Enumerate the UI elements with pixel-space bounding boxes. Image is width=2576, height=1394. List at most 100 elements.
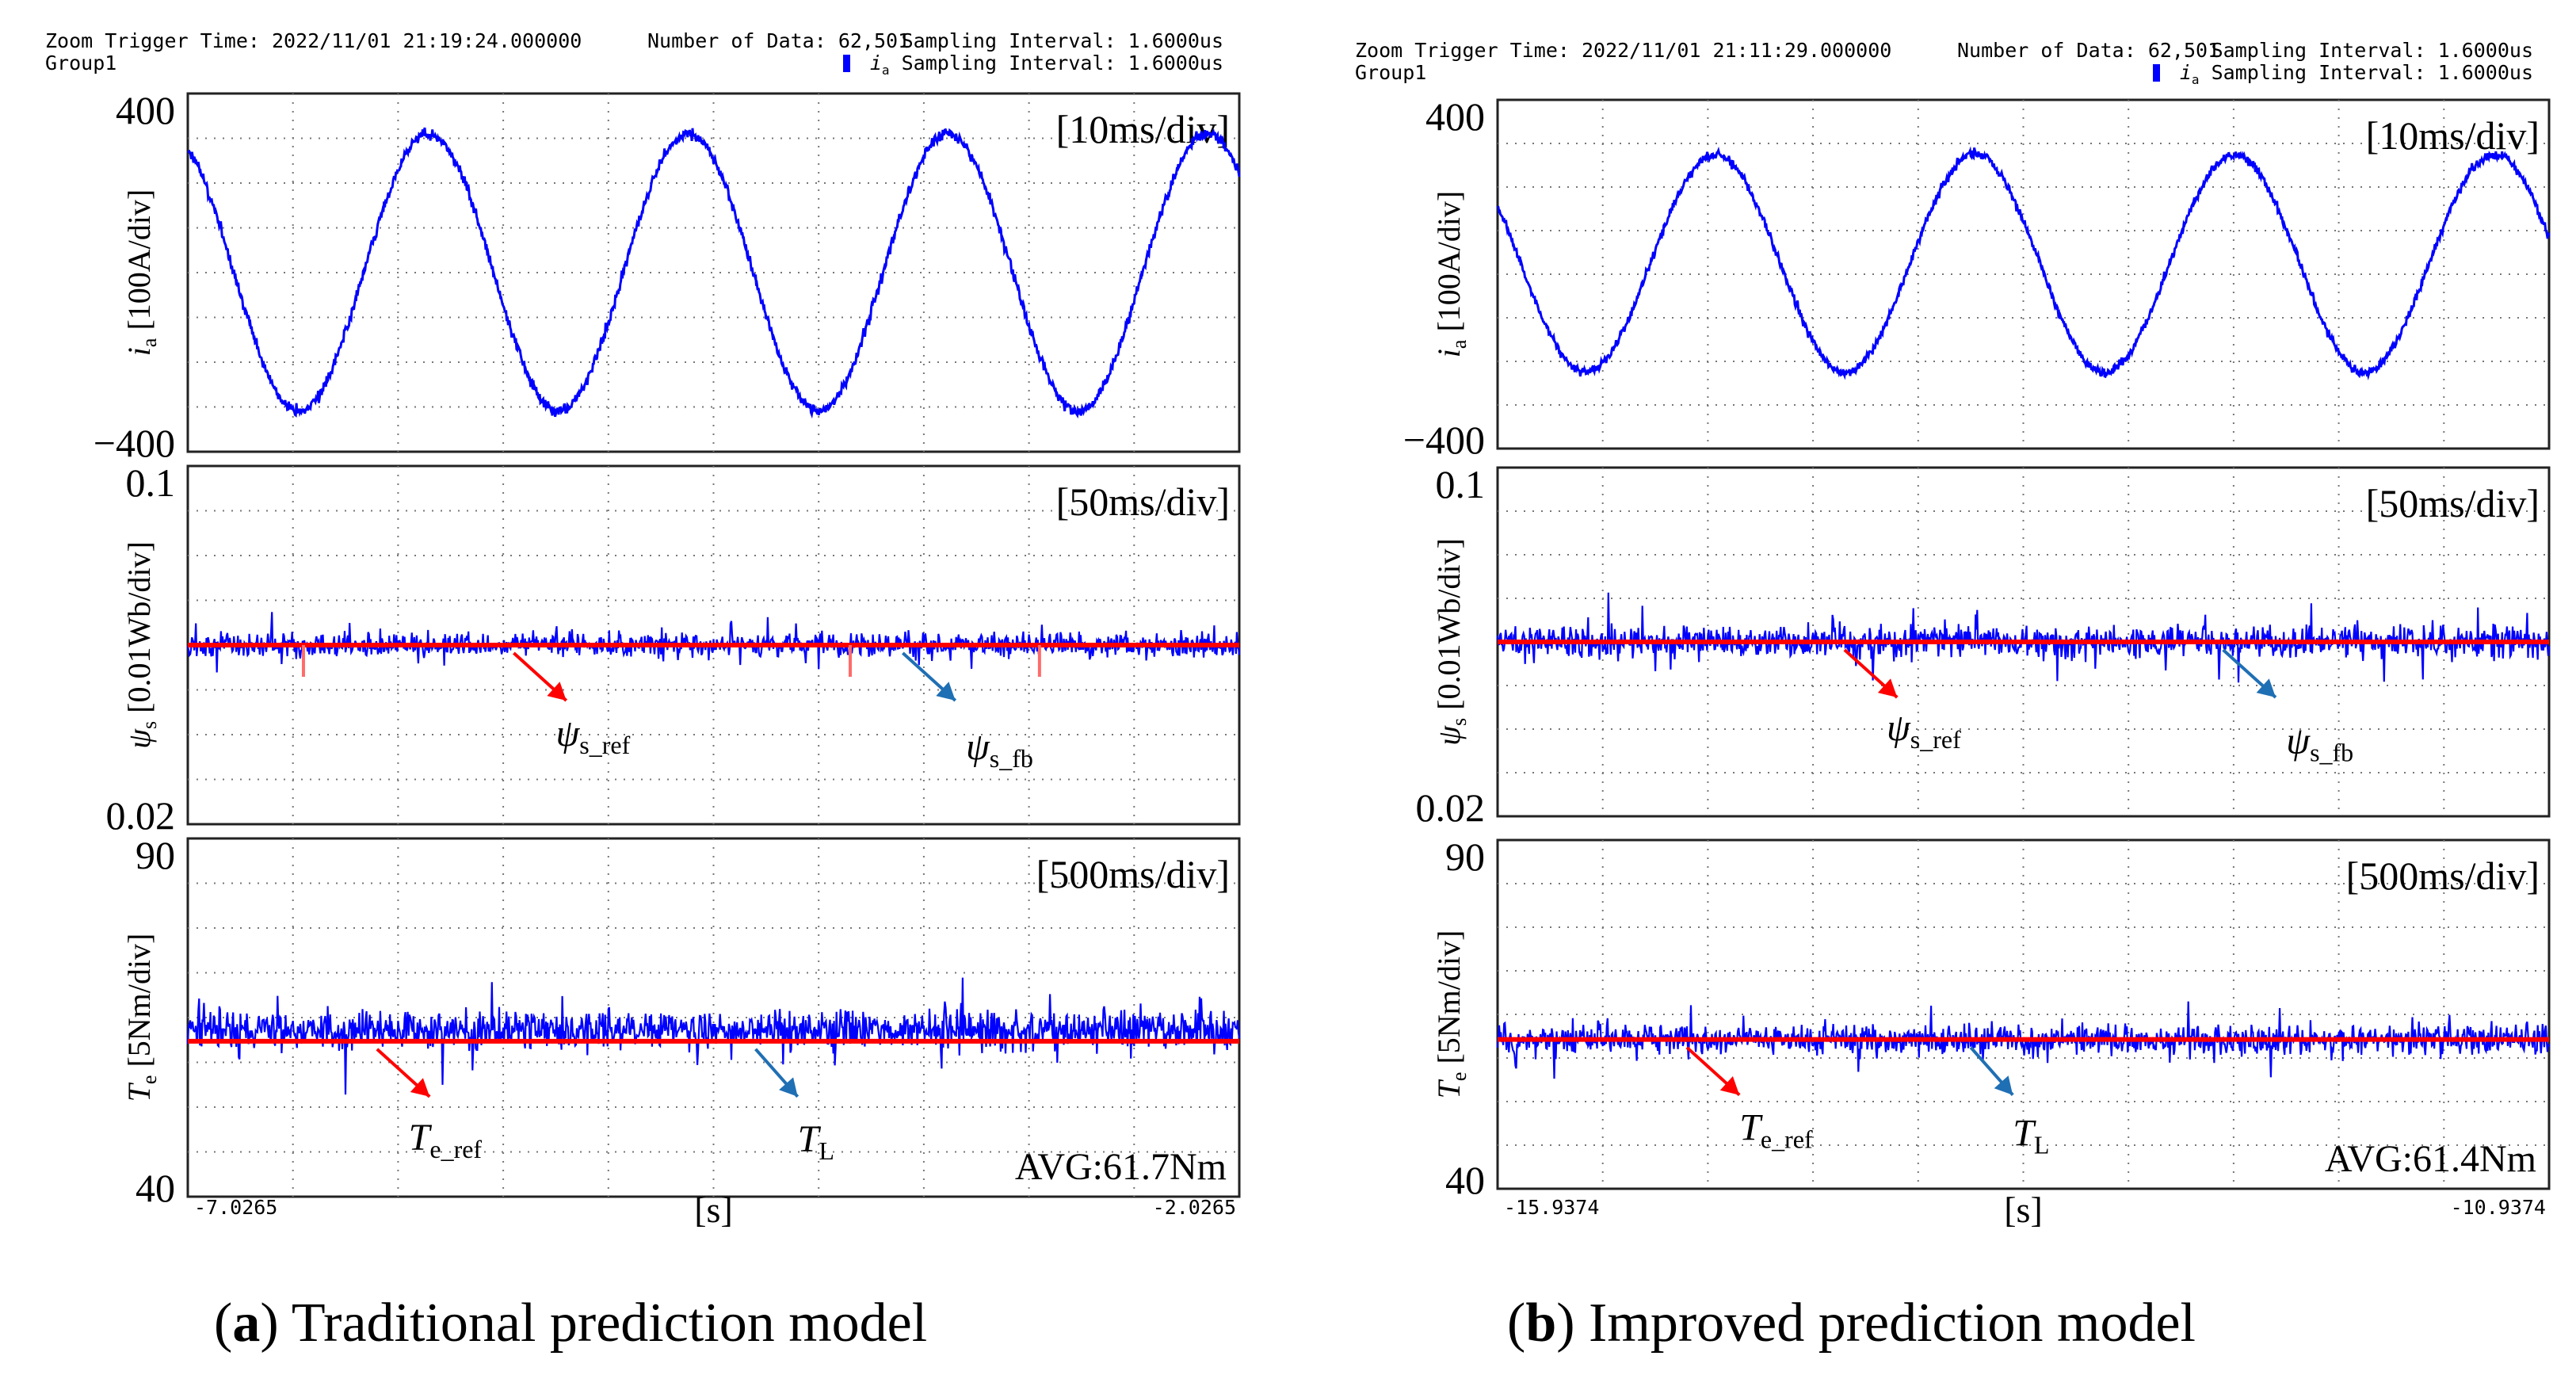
y-tick-top: 0.1 xyxy=(1436,462,1486,506)
y-axis-label: ψs [0.01Wb/div] xyxy=(121,541,161,749)
y-label-sub: s xyxy=(138,721,161,729)
y-label-var: i xyxy=(121,347,157,356)
annotation-sub: s_ref xyxy=(1910,725,1961,754)
chart-a: Zoom Trigger Time: 2022/11/01 21:19:24.0… xyxy=(45,29,1241,1354)
x-axis-unit: [s] xyxy=(694,1190,733,1230)
annotation-label: Te_ref xyxy=(1739,1106,1813,1153)
annotation-s-ref: ψs_ref xyxy=(513,651,631,759)
caption-letter: a xyxy=(232,1293,260,1354)
channel-sampling-interval: ia Sampling Interval: 1.6000us xyxy=(870,52,1223,78)
y-label-unit: [0.01Wb/div] xyxy=(1431,538,1467,718)
y-tick-top: 400 xyxy=(1425,94,1485,139)
annotation-var: ψ xyxy=(1887,707,1911,749)
y-axis-label: ia [100A/div] xyxy=(1431,191,1471,357)
annotation-sub: e_ref xyxy=(1761,1125,1813,1153)
annotation-var: T xyxy=(1739,1106,1763,1148)
y-label-var: i xyxy=(1431,349,1467,357)
y-label-sub: s xyxy=(1448,718,1471,726)
channel-var: i xyxy=(2180,61,2192,84)
y-axis-label: ψs [0.01Wb/div] xyxy=(1431,538,1471,746)
annotation-s-ref: ψs_ref xyxy=(1843,648,1961,754)
x-axis-unit: [s] xyxy=(2004,1190,2043,1230)
y-label-var: T xyxy=(1431,1079,1467,1098)
annotation-s-fb: ψs_fb xyxy=(902,651,1033,773)
y-label-sub: a xyxy=(1448,339,1471,349)
y-tick-top: 90 xyxy=(135,833,175,877)
y-label-var: ψ xyxy=(1431,725,1467,746)
average-torque-label: AVG:61.7Nm xyxy=(1015,1146,1227,1188)
x-tick-left: -15.9374 xyxy=(1504,1196,1599,1219)
x-axis: -7.0265 -2.0265 [s] xyxy=(194,1190,1236,1230)
annotation-arrow-head xyxy=(1877,678,1898,697)
zoom-trigger-time: Zoom Trigger Time: 2022/11/01 21:11:29.0… xyxy=(1355,39,1891,62)
annotation-arrow-head xyxy=(547,682,567,701)
panel-current: 400 −400 ia [100A/div] [10ms/div] xyxy=(1403,94,2551,462)
timebase-label: [500ms/div] xyxy=(1036,852,1230,896)
annotation-label: ψs_ref xyxy=(1887,707,1961,754)
annotation-L: TL xyxy=(1969,1046,2050,1159)
annotation-sub: s_fb xyxy=(990,744,1033,773)
annotation-label: Te_ref xyxy=(409,1117,483,1163)
figure-caption: (b) Improved prediction model xyxy=(1507,1293,2196,1354)
channel-sub: a xyxy=(2192,72,2200,87)
annotation-sub: s_ref xyxy=(579,731,630,759)
y-tick-bottom: −400 xyxy=(93,421,175,465)
annotation-sub: L xyxy=(2034,1130,2050,1159)
panel-torque: 90 40 Te [5Nm/div] [500ms/div] Te_ref TL AVG:6… xyxy=(121,833,1241,1210)
y-axis-label: Te [5Nm/div] xyxy=(121,934,161,1102)
timebase-label: [50ms/div] xyxy=(2366,481,2540,525)
y-label-var: ψ xyxy=(121,728,157,749)
annotation-arrow-head xyxy=(1719,1076,1740,1095)
annotation-label: ψs_fb xyxy=(2286,720,2353,766)
group-label: Group1 xyxy=(45,52,116,74)
channel-interval: Sampling Interval: 1.6000us xyxy=(890,52,1223,74)
caption-open: ( xyxy=(214,1293,232,1354)
x-tick-right: -10.9374 xyxy=(2451,1196,2546,1219)
annotation-arrow-head xyxy=(779,1077,798,1097)
sampling-interval: Sampling Interval: 1.6000us xyxy=(902,29,1223,52)
group-label: Group1 xyxy=(1355,61,1426,84)
annotation-label: ψs_ref xyxy=(555,712,630,759)
x-tick-right: -2.0265 xyxy=(1153,1196,1236,1219)
y-label-var: T xyxy=(121,1082,157,1102)
timebase-label: [500ms/div] xyxy=(2346,854,2540,898)
y-tick-top: 90 xyxy=(1445,834,1485,879)
y-tick-bottom: 40 xyxy=(1445,1158,1485,1202)
y-tick-bottom: −400 xyxy=(1403,418,1485,462)
timebase-label: [50ms/div] xyxy=(1056,479,1230,524)
y-label-unit: [0.01Wb/div] xyxy=(121,541,157,721)
y-label-unit: [100A/div] xyxy=(1431,191,1467,340)
annotation-arrow-head xyxy=(2256,678,2276,697)
y-label-unit: [100A/div] xyxy=(121,189,157,338)
channel-interval: Sampling Interval: 1.6000us xyxy=(2200,61,2533,84)
annotation-s-fb: ψs_fb xyxy=(2222,648,2353,766)
y-label-unit: [5Nm/div] xyxy=(121,934,157,1075)
annotation-arrow-head xyxy=(1994,1075,2013,1095)
torque-load-trace xyxy=(186,977,1241,1095)
annotation-var: ψ xyxy=(555,712,580,754)
annotation-arrow-head xyxy=(936,682,956,701)
caption-open: ( xyxy=(1507,1293,1525,1354)
annotation-e-ref: Te_ref xyxy=(1685,1046,1813,1153)
x-axis: -15.9374 -10.9374 [s] xyxy=(1504,1190,2546,1230)
y-tick-bottom: 0.02 xyxy=(1416,785,1486,830)
number-of-data: Number of Data: 62,501 xyxy=(647,29,910,52)
annotation-label: ψs_fb xyxy=(966,726,1033,773)
figure-caption: (a) Traditional prediction model xyxy=(214,1293,927,1354)
y-label-unit: [5Nm/div] xyxy=(1431,930,1467,1072)
channel-sampling-interval: ia Sampling Interval: 1.6000us xyxy=(2180,61,2533,87)
y-label-sub: a xyxy=(138,338,161,347)
chart-b: Zoom Trigger Time: 2022/11/01 21:11:29.0… xyxy=(1355,39,2551,1354)
y-label-sub: e xyxy=(138,1075,161,1085)
caption-text: ) Traditional prediction model xyxy=(260,1293,927,1354)
y-axis-label: Te [5Nm/div] xyxy=(1431,930,1471,1099)
annotation-L: TL xyxy=(754,1048,834,1165)
panel-frame xyxy=(186,837,1241,1198)
y-tick-bottom: 40 xyxy=(135,1166,175,1210)
panel-current: 400 −400 ia [100A/div] [10ms/div] xyxy=(93,88,1241,465)
annotation-var: ψ xyxy=(2286,720,2311,762)
